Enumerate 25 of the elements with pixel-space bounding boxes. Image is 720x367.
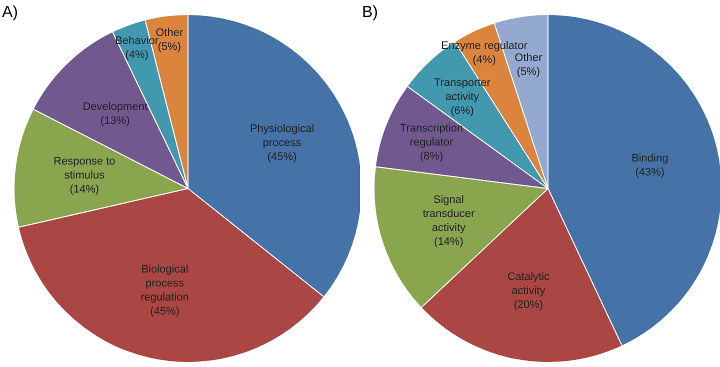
slice-label: Physiological process [250, 123, 314, 150]
chart-title: B) [362, 4, 378, 22]
data-label: (45%) [150, 305, 180, 318]
slice-label: Biological process regulation [140, 263, 189, 304]
slice-label: Signal transducer activity [422, 194, 476, 234]
slice-label: Development [82, 100, 148, 113]
data-label: (43%) [635, 166, 665, 179]
data-label: (4%) [472, 54, 496, 66]
slice-label: Response to stimulus [54, 156, 116, 182]
data-label: (4%) [125, 48, 148, 61]
data-label: (5%) [158, 41, 182, 54]
chart-title: A) [2, 4, 18, 22]
data-label: (14%) [70, 184, 100, 196]
data-label: (6%) [450, 105, 474, 118]
slice-label: Other [514, 52, 542, 64]
data-label: (5%) [516, 66, 540, 78]
slice-label: Other [156, 27, 184, 40]
slice-label: Transcription regulator [400, 122, 464, 148]
data-label: (8%) [420, 150, 444, 162]
data-label: (20%) [514, 299, 544, 312]
data-label: (45%) [267, 151, 297, 164]
slice-label: Binding [632, 152, 668, 165]
data-label: (14%) [434, 236, 464, 248]
slice-label: Catalytic activity [507, 271, 550, 298]
data-label: (13%) [100, 114, 130, 127]
